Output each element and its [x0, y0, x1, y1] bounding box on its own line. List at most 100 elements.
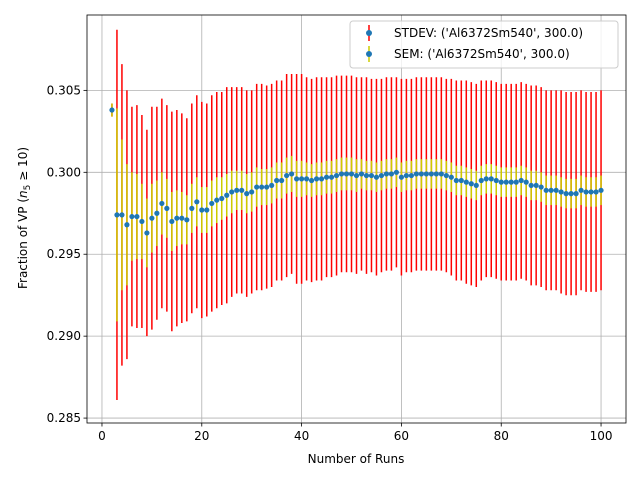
- data-point: [518, 177, 524, 184]
- data-point: [563, 191, 569, 197]
- data-point: [478, 177, 484, 184]
- plot-frame: [86, 14, 627, 424]
- data-point: [353, 172, 360, 179]
- data-point: [189, 205, 195, 211]
- data-point: [578, 187, 584, 193]
- data-point: [204, 207, 210, 213]
- data-point: [573, 191, 579, 197]
- data-point: [558, 189, 564, 195]
- data-point: [129, 213, 135, 220]
- data-point: [538, 184, 544, 190]
- legend-sem-marker: [366, 51, 372, 57]
- tick-layer: 0 20 40 60 80 100 0.285 0.290 0.295 0.300 0.305: [47, 83, 613, 443]
- data-point: [418, 171, 424, 177]
- x-axis-label: Number of Runs: [308, 452, 405, 466]
- data-point: [239, 187, 245, 193]
- data-point: [299, 176, 305, 182]
- data-point: [303, 176, 310, 182]
- data-point: [443, 172, 449, 179]
- data-point: [398, 174, 405, 180]
- data-point: [224, 192, 230, 198]
- data-point: [343, 171, 350, 177]
- data-point: [438, 171, 444, 177]
- data-point: [279, 177, 285, 184]
- data-point: [598, 187, 604, 193]
- data-point: [523, 179, 529, 185]
- y-axis-label-text: Fraction of VP (: [16, 198, 30, 289]
- data-point: [139, 218, 145, 225]
- data-point: [229, 189, 235, 195]
- y-tick-label: 0.290: [47, 329, 81, 343]
- legend: STDEV: ('Al6372Sm540', 300.0) SEM: ('Al6…: [349, 20, 619, 69]
- y-axis-label: Fraction of VP (n5 ≥ 10): [16, 147, 33, 289]
- data-point: [568, 191, 574, 197]
- data-point: [493, 177, 499, 184]
- data-point: [373, 174, 380, 180]
- data-point: [259, 184, 265, 190]
- y-tick-label: 0.300: [47, 165, 81, 179]
- data-point: [588, 189, 594, 195]
- data-point: [179, 215, 185, 221]
- data-point: [199, 207, 205, 213]
- data-point: [423, 171, 429, 177]
- x-tick-label: 60: [394, 429, 409, 443]
- data-point: [363, 172, 370, 179]
- data-point: [289, 171, 295, 177]
- data-point: [348, 171, 355, 177]
- data-point: [164, 205, 170, 211]
- data-point: [254, 184, 260, 190]
- data-point: [124, 222, 130, 228]
- data-point: [269, 182, 275, 189]
- data-point: [463, 179, 469, 185]
- data-point: [483, 176, 489, 182]
- data-point: [593, 189, 599, 195]
- data-point: [403, 172, 410, 179]
- data-point: [413, 171, 419, 177]
- data-point: [274, 177, 280, 184]
- data-point: [383, 171, 390, 177]
- data-point: [503, 179, 509, 185]
- data-point: [244, 191, 250, 197]
- data-point: [209, 200, 215, 207]
- data-point: [488, 176, 494, 182]
- data-point: [114, 212, 120, 218]
- data-point: [583, 189, 589, 195]
- legend-sem-label: SEM: ('Al6372Sm540', 300.0): [394, 47, 570, 61]
- data-point: [154, 210, 160, 216]
- data-point: [249, 189, 255, 195]
- data-point: [553, 187, 559, 193]
- data-point: [109, 107, 115, 113]
- x-tick-label: 0: [98, 429, 106, 443]
- x-tick-label: 100: [590, 429, 613, 443]
- data-point: [184, 217, 190, 223]
- data-point: [388, 171, 395, 177]
- data-point: [323, 174, 330, 180]
- legend-stdev-marker: [366, 30, 372, 36]
- data-point: [473, 182, 479, 189]
- data-point: [149, 215, 155, 221]
- data-point: [533, 182, 539, 189]
- y-axis-label-tail: ≥ 10): [16, 147, 30, 185]
- data-point: [433, 171, 439, 177]
- data-point: [508, 179, 514, 185]
- data-markers: [109, 107, 604, 236]
- data-point: [194, 199, 200, 205]
- data-point: [174, 215, 180, 221]
- data-point: [543, 187, 549, 193]
- data-point: [498, 179, 504, 185]
- data-point: [134, 213, 140, 220]
- data-point: [408, 172, 414, 179]
- data-point: [119, 212, 125, 218]
- data-point: [294, 176, 300, 182]
- legend-entry-sem: SEM: ('Al6372Sm540', 300.0): [366, 46, 570, 62]
- data-point: [468, 181, 474, 187]
- data-point: [458, 177, 464, 184]
- data-point: [358, 171, 365, 177]
- data-point: [333, 172, 340, 179]
- y-axis-label-subscript: 5: [23, 185, 33, 191]
- legend-entry-stdev: STDEV: ('Al6372Sm540', 300.0): [366, 25, 583, 41]
- data-point: [368, 172, 375, 179]
- data-point: [219, 195, 225, 202]
